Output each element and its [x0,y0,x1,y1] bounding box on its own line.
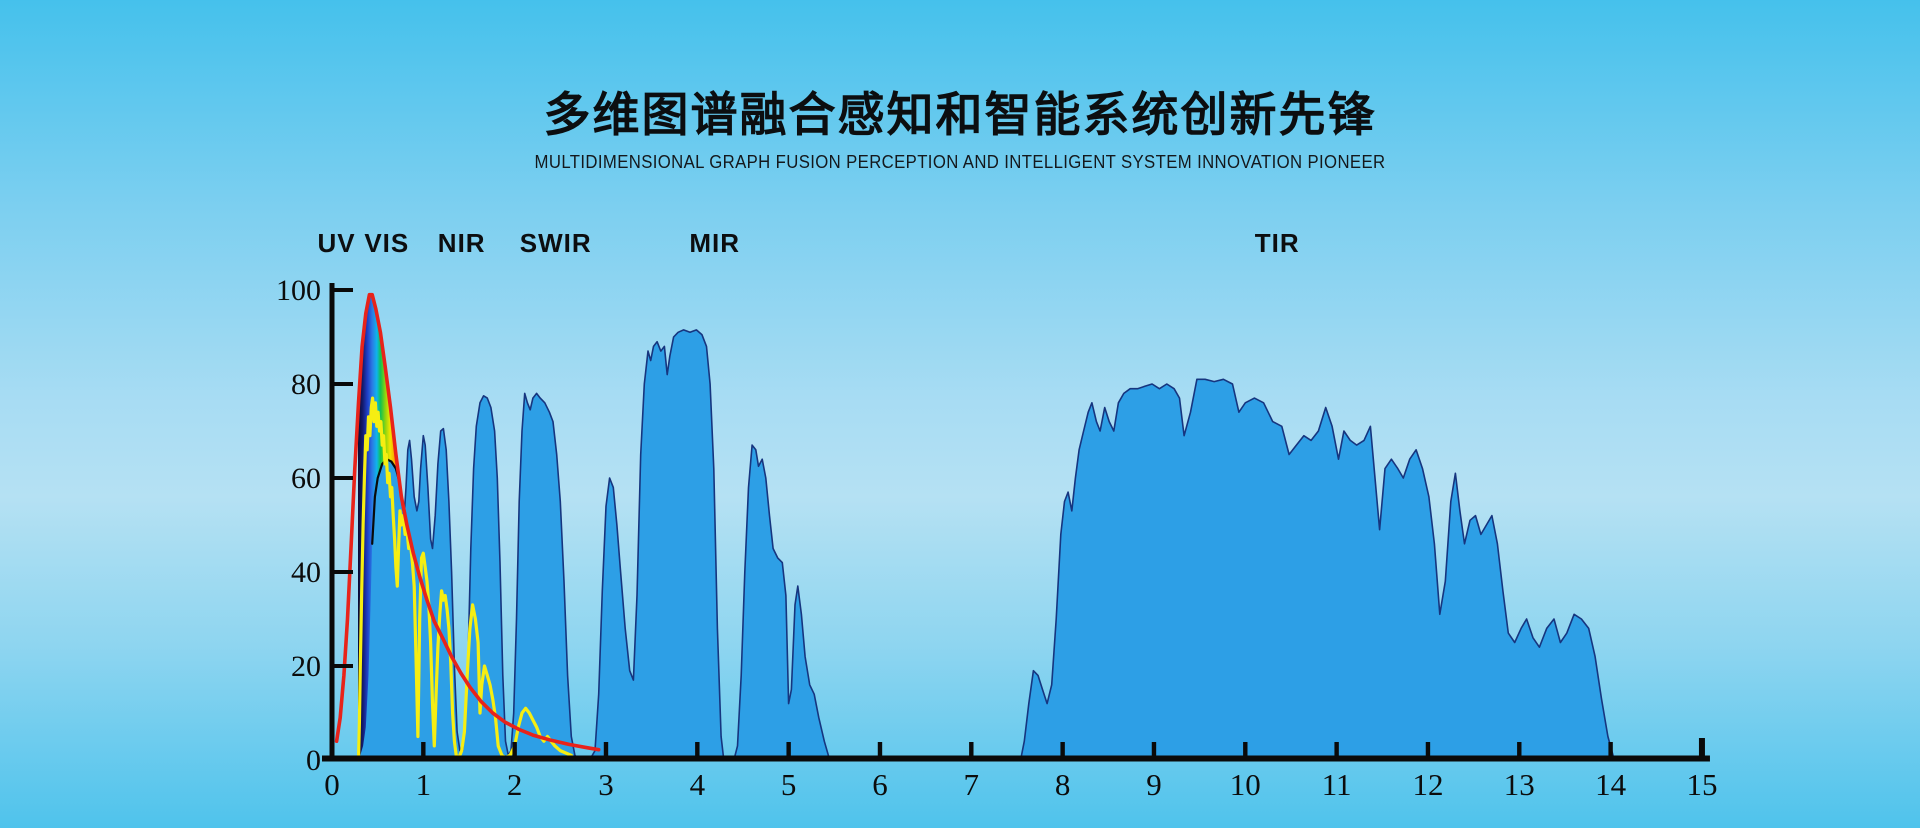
x-tick-5 [786,742,791,756]
y-axis-line [329,283,335,761]
x-tick-9 [1151,742,1157,756]
band-label-tir: TIR [1254,228,1300,258]
y-tick-100 [332,288,353,292]
x-tick-label-0: 0 [324,767,340,802]
x-tick-label-8: 8 [1055,767,1071,802]
band-label-nir: NIR [437,228,486,258]
transmission-area [356,329,1703,761]
x-tick-label-9: 9 [1146,767,1162,802]
x-tick-0 [329,742,335,756]
page-subtitle: MULTIDIMENSIONAL GRAPH FUSION PERCEPTION… [534,152,1386,172]
x-tick-label-15: 15 [1686,767,1717,802]
y-tick-40 [332,570,353,574]
x-tick-13 [1517,742,1522,756]
x-tick-4 [695,742,700,756]
x-tick-label-10: 10 [1230,767,1261,802]
y-tick-label-60: 60 [291,462,321,495]
band-label-mir: MIR [689,228,741,258]
y-tick-label-0: 0 [306,744,321,777]
x-tick-label-3: 3 [598,767,614,802]
y-tick-80 [332,382,353,386]
x-tick-15 [1698,738,1705,756]
x-tick-14 [1608,742,1613,756]
page-title: 多维图谱融合感知和智能系统创新先锋 [543,88,1377,141]
x-tick-label-4: 4 [690,767,706,802]
x-tick-2 [512,742,517,756]
x-tick-label-2: 2 [507,767,523,802]
y-tick-60 [332,476,353,480]
x-tick-3 [603,742,609,756]
x-tick-11 [1334,742,1339,756]
x-tick-12 [1425,742,1431,756]
x-tick-label-14: 14 [1595,767,1627,802]
x-tick-label-12: 12 [1412,767,1443,802]
x-tick-label-13: 13 [1504,767,1535,802]
x-tick-7 [969,742,974,756]
x-tick-label-6: 6 [872,767,888,802]
x-tick-8 [1060,742,1065,756]
x-tick-1 [421,742,426,756]
y-tick-label-40: 40 [291,556,321,589]
x-tick-label-7: 7 [964,767,980,802]
y-tick-label-20: 20 [291,650,321,683]
x-axis-line [322,755,1710,762]
x-tick-label-1: 1 [416,767,432,802]
x-tick-6 [877,742,883,756]
x-tick-10 [1243,742,1248,756]
y-tick-20 [332,664,353,668]
band-label-swir: SWIR [519,228,592,258]
x-tick-label-5: 5 [781,767,797,802]
y-tick-label-80: 80 [291,368,321,401]
band-label-uv: UV [317,228,356,258]
blackbody-curve [334,292,601,752]
y-tick-label-100: 100 [276,274,321,307]
x-tick-label-11: 11 [1322,767,1352,802]
band-label-vis: VIS [364,228,410,258]
